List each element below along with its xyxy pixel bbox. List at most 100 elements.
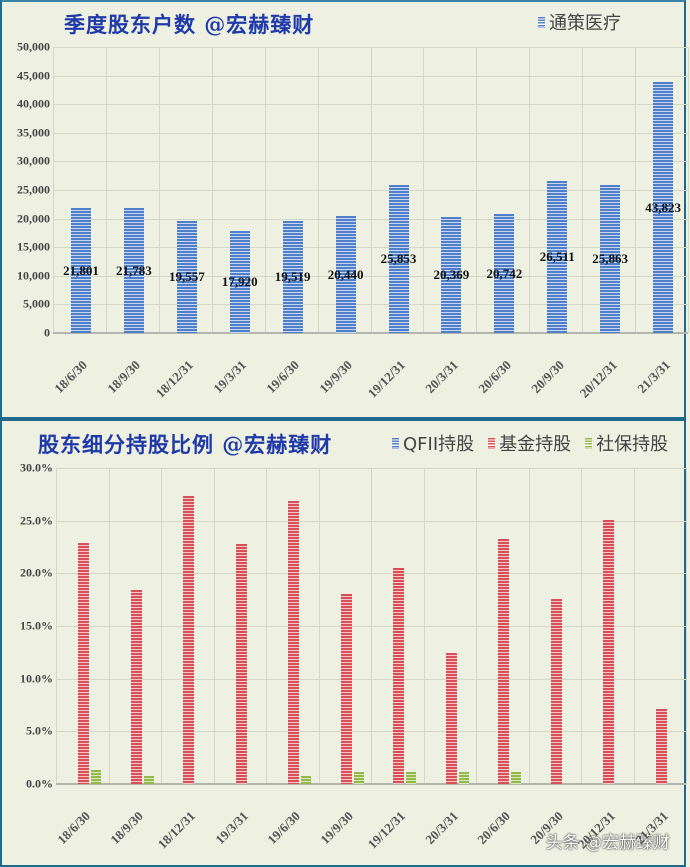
legend-swatch-icon bbox=[392, 437, 399, 449]
bar-fund bbox=[655, 709, 667, 784]
bar-shareholders bbox=[653, 82, 674, 333]
bar-fund bbox=[78, 542, 89, 784]
bar-shareholders bbox=[282, 221, 303, 333]
x-tick-label: 20/6/30 bbox=[474, 808, 514, 848]
x-tick-label: 19/6/30 bbox=[264, 808, 304, 848]
y-tick-label: 35,000 bbox=[17, 125, 50, 140]
gridline bbox=[476, 47, 478, 333]
gridline bbox=[582, 47, 584, 333]
bar-social-security bbox=[458, 772, 469, 784]
bar-shareholders bbox=[335, 216, 356, 333]
gridline bbox=[635, 47, 637, 333]
bar-shareholders bbox=[441, 216, 462, 333]
bar-shareholders bbox=[388, 185, 409, 333]
data-label: 21,801 bbox=[63, 262, 99, 278]
legend-label: 社保持股 bbox=[596, 434, 669, 455]
x-tick-label: 20/12/31 bbox=[576, 357, 620, 401]
gridline bbox=[56, 468, 57, 784]
x-tick-label: 19/6/30 bbox=[263, 357, 303, 397]
bar-shareholders bbox=[547, 181, 568, 333]
gridline bbox=[161, 468, 162, 784]
x-tick-label: 18/6/30 bbox=[54, 808, 94, 848]
x-tick-label: 18/12/31 bbox=[154, 808, 199, 852]
gridline bbox=[528, 468, 530, 784]
y-tick-label: 50,000 bbox=[17, 39, 50, 54]
x-tick-label: 18/9/30 bbox=[104, 357, 144, 397]
data-label: 19,557 bbox=[168, 269, 205, 285]
data-label: 43,823 bbox=[645, 199, 681, 215]
y-tick-label: 15.0% bbox=[20, 618, 53, 633]
legend-swatch-icon bbox=[585, 437, 593, 449]
bar-social-security bbox=[91, 770, 101, 784]
x-tick-label: 19/9/30 bbox=[316, 357, 355, 397]
bar-fund bbox=[603, 519, 614, 784]
legend-item: QFII持股 bbox=[392, 430, 474, 456]
x-tick-label: 19/12/31 bbox=[364, 357, 408, 401]
gridline bbox=[266, 468, 267, 784]
bar-fund bbox=[183, 496, 194, 784]
watermark: 头条 @宏赫臻财 bbox=[545, 833, 670, 853]
data-label: 20,369 bbox=[433, 266, 470, 282]
y-tick-label: 5.0% bbox=[26, 723, 53, 738]
bar-shareholders bbox=[71, 208, 91, 333]
gridline bbox=[371, 468, 372, 784]
gridline bbox=[423, 47, 425, 333]
bar-fund bbox=[235, 543, 247, 784]
data-label: 17,920 bbox=[221, 273, 258, 289]
gridline bbox=[213, 468, 215, 784]
bar-social-security bbox=[511, 772, 521, 784]
y-tick-label: 30,000 bbox=[17, 153, 50, 168]
x-tick-label: 20/3/31 bbox=[422, 357, 461, 397]
x-tick-label: 21/3/31 bbox=[633, 357, 673, 397]
y-tick-label: 30.0% bbox=[20, 460, 53, 475]
gridline bbox=[688, 47, 689, 333]
chart-legend: 通策医疗 bbox=[530, 9, 621, 35]
legend-label: 通策医疗 bbox=[549, 13, 621, 34]
y-tick-label: 5,000 bbox=[23, 296, 50, 311]
bar-fund bbox=[550, 598, 562, 784]
chart-title: 股东细分持股比例 @宏赫臻财 bbox=[38, 432, 333, 457]
gridline bbox=[211, 47, 213, 333]
y-tick-label: 10,000 bbox=[17, 268, 50, 283]
x-axis-line bbox=[56, 783, 686, 785]
y-tick-label: 10.0% bbox=[20, 671, 53, 686]
bar-fund bbox=[130, 590, 142, 784]
gridline bbox=[423, 468, 425, 784]
bar-social-security bbox=[406, 772, 416, 784]
bar-social-security bbox=[143, 775, 154, 784]
x-tick-label: 20/6/30 bbox=[475, 357, 514, 397]
bar-fund bbox=[340, 594, 352, 784]
x-tick-label: 20/3/31 bbox=[421, 808, 461, 848]
y-tick-label: 15,000 bbox=[17, 239, 50, 254]
legend-label: 基金持股 bbox=[499, 434, 572, 455]
x-tick-label: 19/12/31 bbox=[364, 808, 409, 852]
x-tick-label: 20/9/30 bbox=[527, 357, 567, 397]
bar-social-security bbox=[353, 772, 364, 784]
bar-shareholders bbox=[494, 214, 515, 333]
x-tick-label: 19/3/31 bbox=[211, 808, 251, 848]
y-tick-label: 25,000 bbox=[17, 182, 50, 197]
data-label: 20,440 bbox=[327, 266, 364, 282]
y-tick-label: 0 bbox=[44, 325, 50, 340]
bar-shareholders bbox=[176, 221, 197, 333]
plot-area bbox=[56, 468, 687, 785]
y-tick-label: 0.0% bbox=[26, 776, 53, 791]
legend-item: 基金持股 bbox=[488, 430, 571, 456]
chart-legend: QFII持股 基金持股 社保持股 bbox=[384, 430, 668, 456]
x-tick-label: 18/9/30 bbox=[106, 808, 146, 848]
data-label: 21,783 bbox=[116, 262, 152, 278]
data-label: 25,863 bbox=[592, 251, 629, 267]
gridline bbox=[633, 468, 635, 784]
bar-social-security bbox=[301, 775, 311, 784]
y-tick-label: 45,000 bbox=[17, 68, 50, 83]
bar-fund bbox=[288, 500, 299, 784]
x-tick-label: 19/9/30 bbox=[316, 808, 356, 848]
gridline bbox=[581, 468, 582, 784]
gridline bbox=[108, 468, 110, 784]
chart-title: 季度股东户数 @宏赫臻财 bbox=[64, 12, 315, 37]
y-tick-label: 40,000 bbox=[17, 96, 50, 111]
gridline bbox=[476, 468, 477, 784]
gridline bbox=[318, 468, 320, 784]
legend-swatch-icon bbox=[488, 437, 496, 449]
gridline bbox=[105, 47, 107, 333]
